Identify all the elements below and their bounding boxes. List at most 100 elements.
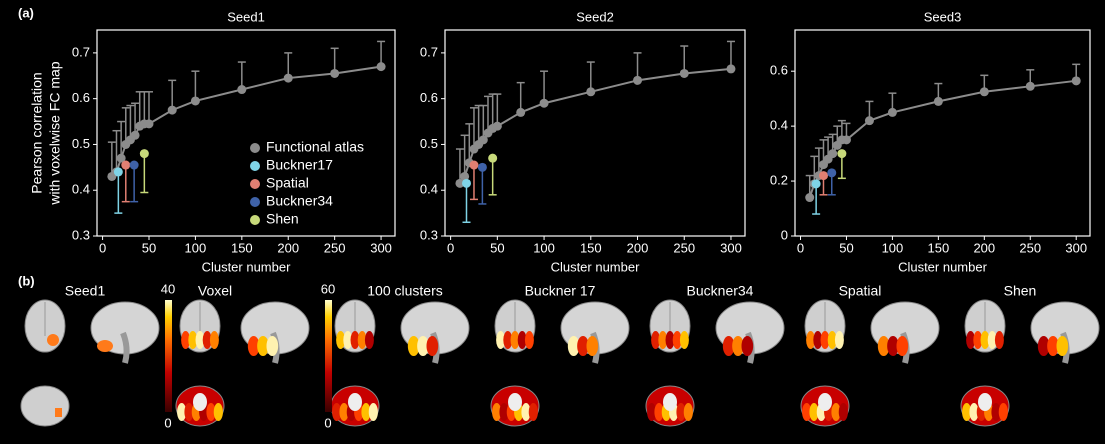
activation <box>587 336 599 356</box>
chart-title: Seed3 <box>924 9 962 24</box>
x-tick-label: 100 <box>882 240 904 255</box>
figure: (a) (b) Seed10501001502002503000.30.40.5… <box>0 0 1105 444</box>
data-point <box>812 179 821 188</box>
data-point <box>493 122 502 131</box>
activation <box>742 336 754 356</box>
data-point <box>377 62 386 71</box>
data-point <box>837 149 846 158</box>
activation <box>369 403 378 421</box>
data-point <box>865 116 874 125</box>
x-tick-label: 100 <box>533 240 555 255</box>
activation <box>529 403 538 421</box>
x-tick-label: 200 <box>973 240 995 255</box>
data-point <box>1072 76 1081 85</box>
x-axis-label: Cluster number <box>551 259 641 274</box>
legend-label: Functional atlas <box>266 139 364 155</box>
panel-title: Shen <box>1004 283 1037 299</box>
activation <box>97 340 113 352</box>
legend-marker <box>250 215 260 225</box>
x-tick-label: 0 <box>447 240 454 255</box>
x-tick-label: 300 <box>370 240 392 255</box>
data-point <box>237 85 246 94</box>
activation <box>210 331 219 349</box>
data-point <box>191 96 200 105</box>
activation <box>999 403 1008 421</box>
colorbar-max: 40 <box>161 281 175 296</box>
data-point <box>827 168 836 177</box>
panel-title: Spatial <box>839 283 882 299</box>
x-tick-label: 300 <box>1065 240 1087 255</box>
activation <box>267 336 279 356</box>
brain-axial <box>21 386 69 426</box>
panel-label: (b) <box>18 273 35 288</box>
y-tick-label: 0.7 <box>72 44 90 59</box>
y-tick-label: 0.6 <box>72 90 90 105</box>
activation <box>835 331 844 349</box>
brain-stem <box>348 393 362 411</box>
activation <box>680 331 689 349</box>
x-axis-label: Cluster number <box>202 259 292 274</box>
y-tick-label: 0.6 <box>770 63 788 78</box>
x-tick-label: 0 <box>99 240 106 255</box>
x-tick-label: 200 <box>627 240 649 255</box>
activation <box>427 336 439 356</box>
legend-label: Spatial <box>266 175 309 191</box>
y-tick-label: 0.2 <box>770 173 788 188</box>
y-tick-label: 0 <box>781 227 788 242</box>
data-point <box>130 161 139 170</box>
data-point <box>805 193 814 202</box>
data-point <box>1026 82 1035 91</box>
legend-marker <box>250 197 260 207</box>
data-point <box>680 69 689 78</box>
data-point <box>462 179 471 188</box>
data-point <box>114 167 123 176</box>
x-tick-label: 50 <box>142 240 156 255</box>
activation <box>839 403 848 421</box>
x-tick-label: 250 <box>324 240 346 255</box>
data-point <box>140 149 149 158</box>
y-tick-label: 0.4 <box>72 182 90 197</box>
data-point <box>586 87 595 96</box>
x-tick-label: 250 <box>673 240 695 255</box>
activation <box>525 331 534 349</box>
brain-stem <box>818 393 832 411</box>
activation <box>1057 336 1069 356</box>
brain-stem <box>193 393 207 411</box>
data-point <box>168 106 177 115</box>
y-tick-label: 0.5 <box>420 136 438 151</box>
data-point <box>330 69 339 78</box>
data-point <box>516 108 525 117</box>
data-point <box>284 74 293 83</box>
colorbar <box>165 300 172 412</box>
y-tick-label: 0.3 <box>72 227 90 242</box>
y-tick-label: 0.6 <box>420 90 438 105</box>
panel-title: Buckner34 <box>687 283 754 299</box>
y-tick-label: 0.3 <box>420 227 438 242</box>
data-point <box>633 76 642 85</box>
panel-title: Seed1 <box>65 283 106 299</box>
legend-marker <box>250 161 260 171</box>
y-tick-label: 0.4 <box>420 182 438 197</box>
brain-stem <box>663 393 677 411</box>
activation <box>995 331 1004 349</box>
panel-title: Voxel <box>198 283 232 299</box>
data-point <box>828 149 837 158</box>
colorbar-max: 60 <box>321 281 335 296</box>
activation <box>897 336 909 356</box>
colorbar-min: 0 <box>164 415 171 430</box>
data-point <box>934 97 943 106</box>
brain-stem <box>978 393 992 411</box>
brain-stem <box>123 333 127 363</box>
panel-label: (a) <box>18 5 34 20</box>
x-axis-label: Cluster number <box>898 259 988 274</box>
data-point <box>144 119 153 128</box>
data-point <box>131 131 140 140</box>
legend-marker <box>250 179 260 189</box>
panel-title: 100 clusters <box>367 283 442 299</box>
data-point <box>842 135 851 144</box>
data-point <box>478 163 487 172</box>
y-tick-label: 0.5 <box>72 136 90 151</box>
data-point <box>488 154 497 163</box>
data-point <box>726 64 735 73</box>
activation <box>55 408 62 417</box>
